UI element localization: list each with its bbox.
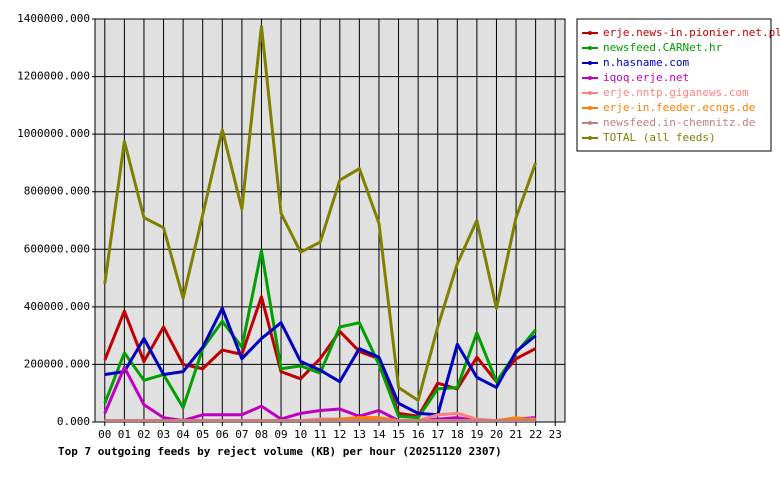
plot-area [95, 19, 565, 422]
legend-label: erje.news-in.pionier.net.pl [603, 26, 780, 39]
legend-marker [588, 106, 592, 110]
x-tick-label: 14 [372, 428, 386, 441]
x-tick-label: 13 [353, 428, 366, 441]
x-tick-label: 11 [314, 428, 327, 441]
series-line [104, 306, 537, 417]
x-tick-label: 01 [118, 428, 131, 441]
x-tick-label: 16 [412, 428, 425, 441]
x-tick-label: 04 [177, 428, 191, 441]
legend-label: erje-in.feeder.ecngs.de [603, 101, 755, 114]
x-tick-label: 00 [98, 428, 111, 441]
x-tick-label: 07 [235, 428, 248, 441]
series-line [103, 24, 538, 402]
x-tick-label: 20 [490, 428, 503, 441]
x-tick-label: 22 [529, 428, 542, 441]
x-tick-label: 18 [451, 428, 464, 441]
legend-box [576, 18, 772, 152]
x-tick-label: 02 [137, 428, 150, 441]
legend-label: erje.nntp.giganews.com [603, 86, 749, 99]
x-tick-label: 12 [333, 428, 346, 441]
legend-label: newsfeed.CARNet.hr [603, 41, 723, 54]
x-tick-label: 19 [470, 428, 483, 441]
y-tick-label: 600000.000 [24, 242, 90, 255]
x-tick-label: 09 [274, 428, 287, 441]
x-tick-label: 05 [196, 428, 209, 441]
x-tick-label: 15 [392, 428, 405, 441]
legend-marker [588, 31, 592, 35]
x-tick-label: 10 [294, 428, 307, 441]
series-line [103, 295, 537, 418]
y-tick-label: 400000.000 [24, 300, 90, 313]
chart-title: Top 7 outgoing feeds by reject volume (K… [58, 445, 502, 458]
legend-label: newsfeed.in-chemnitz.de [603, 116, 755, 129]
legend-label: TOTAL (all feeds) [603, 131, 716, 144]
y-tick-label: 200000.000 [24, 357, 90, 370]
legend-marker [588, 61, 592, 65]
legend-marker [588, 76, 592, 80]
legend-marker [588, 121, 592, 125]
y-tick-label: 0.000 [57, 415, 90, 428]
legend-label: n.hasname.com [603, 56, 689, 69]
x-tick-label: 03 [157, 428, 170, 441]
legend-marker [588, 136, 592, 140]
x-tick-label: 08 [255, 428, 268, 441]
x-tick-label: 17 [431, 428, 444, 441]
x-tick-label: 06 [216, 428, 229, 441]
legend-marker [588, 46, 592, 50]
series-line [103, 249, 537, 420]
y-tick-label: 1000000.000 [17, 127, 90, 140]
y-tick-label: 1200000.000 [17, 70, 90, 83]
legend-label: iqoq.erje.net [603, 71, 689, 84]
y-tick-label: 1400000.000 [17, 12, 90, 25]
x-tick-label: 21 [509, 428, 522, 441]
x-tick-label: 23 [549, 428, 562, 441]
legend-marker [588, 91, 592, 95]
y-tick-label: 800000.000 [24, 185, 90, 198]
